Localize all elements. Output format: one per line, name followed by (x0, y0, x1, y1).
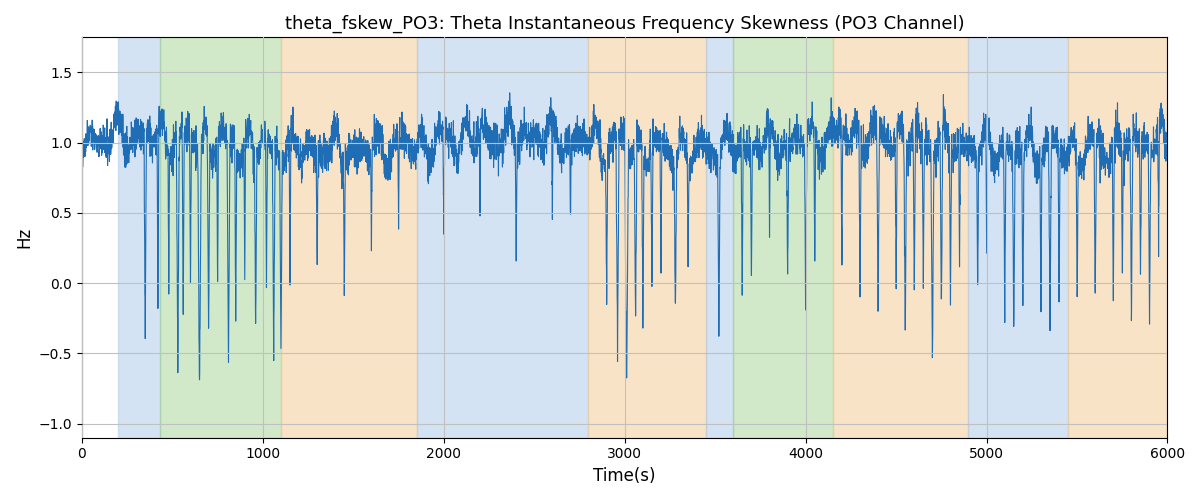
X-axis label: Time(s): Time(s) (594, 467, 656, 485)
Bar (833, 38, 968, 438)
Bar (706, 38, 733, 438)
Bar (160, 38, 281, 438)
Y-axis label: Hz: Hz (14, 227, 32, 248)
Bar (1068, 38, 1176, 438)
Bar (968, 38, 1068, 438)
Bar (416, 38, 588, 438)
Bar (588, 38, 706, 438)
Bar (118, 38, 160, 438)
Title: theta_fskew_PO3: Theta Instantaneous Frequency Skewness (PO3 Channel): theta_fskew_PO3: Theta Instantaneous Fre… (284, 15, 965, 34)
Bar (733, 38, 833, 438)
Bar (281, 38, 416, 438)
